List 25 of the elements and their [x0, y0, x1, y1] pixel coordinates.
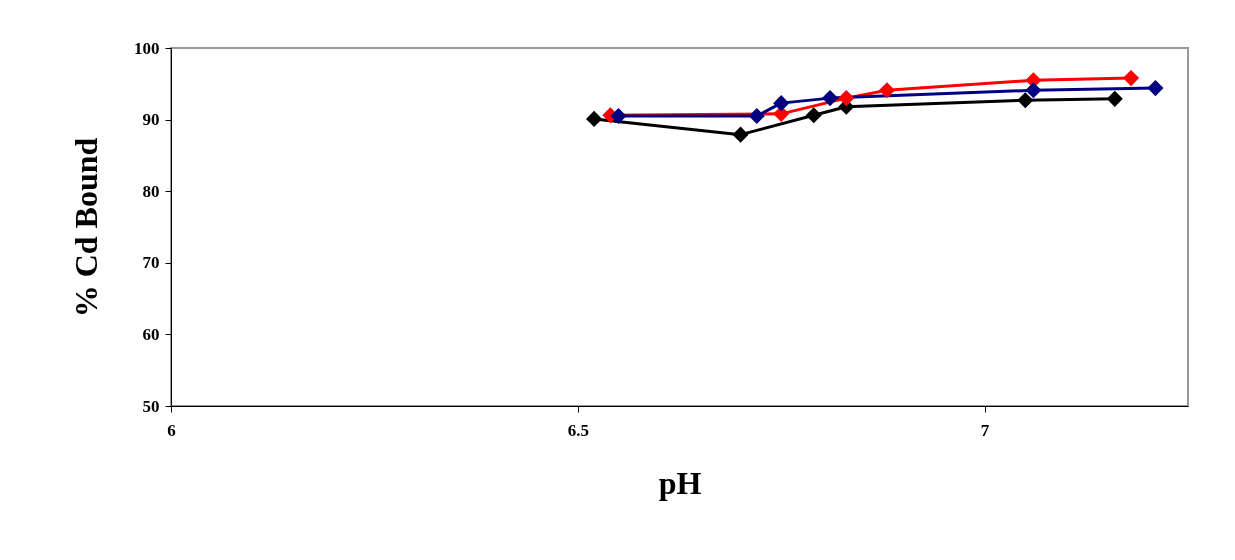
point: [610, 107, 627, 125]
x-tick-label: 6.5: [567, 420, 589, 440]
point: [1106, 90, 1123, 107]
point: [878, 82, 896, 99]
y-tick-label: 60: [142, 324, 160, 344]
y-tick-label: 100: [134, 38, 160, 58]
y-axis-title: % Cd Bound: [68, 137, 104, 318]
point: [1017, 92, 1034, 109]
point: [838, 90, 855, 107]
point: [1025, 82, 1042, 99]
point: [773, 95, 790, 112]
point: [748, 107, 765, 125]
point: [732, 126, 749, 143]
y-tick-label: 80: [142, 181, 160, 201]
x-axis-title: pH: [658, 464, 702, 501]
point: [1147, 80, 1164, 97]
y-tick-label: 50: [142, 396, 160, 416]
point: [1122, 70, 1140, 87]
y-tick-label: 70: [142, 253, 160, 273]
y-tick-label: 90: [142, 110, 160, 130]
x-tick-label: 7: [980, 420, 990, 440]
point: [586, 110, 603, 127]
point: [821, 90, 839, 107]
point: [805, 107, 822, 124]
x-tick-label: 6: [167, 420, 176, 440]
